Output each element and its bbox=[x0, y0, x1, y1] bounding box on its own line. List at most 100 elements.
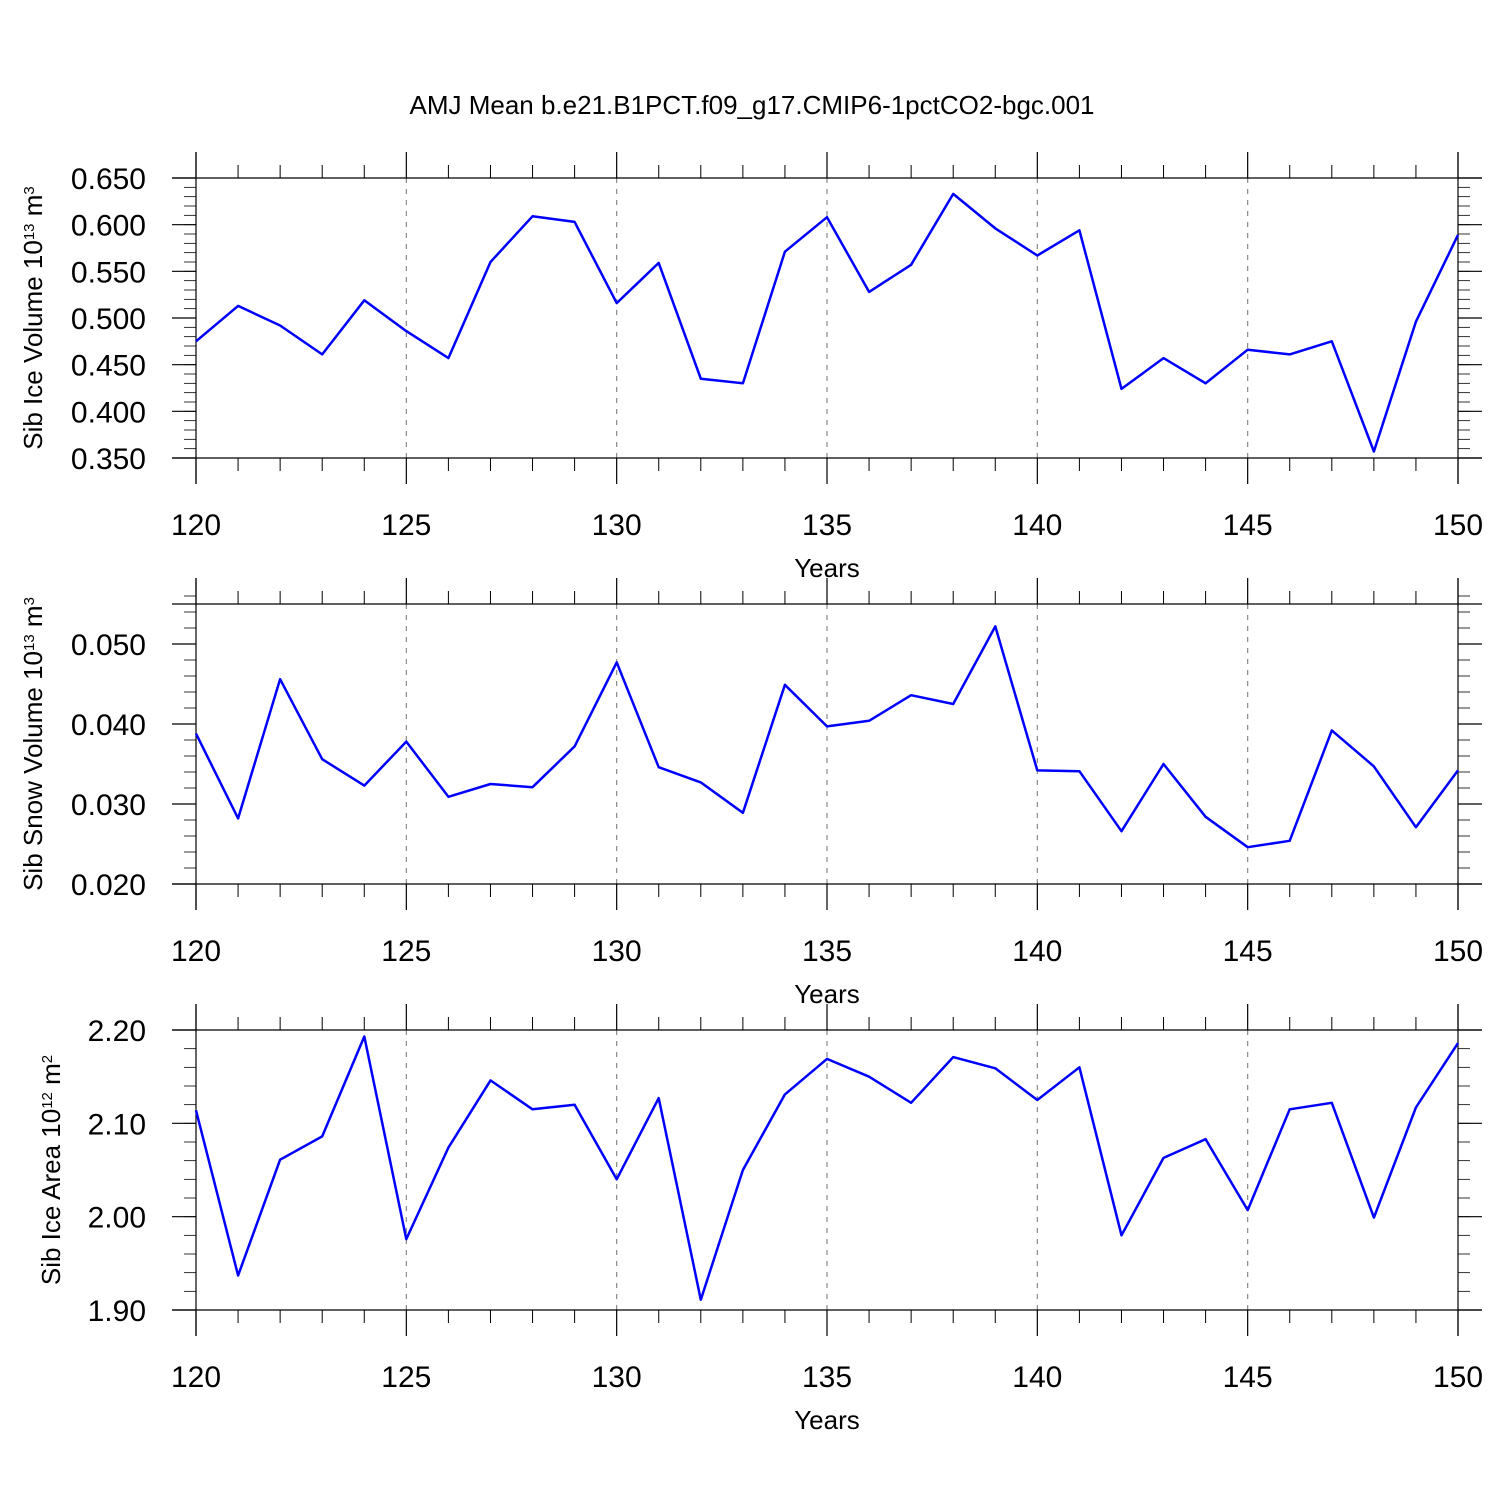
data-point bbox=[1456, 1041, 1460, 1045]
data-point bbox=[699, 780, 703, 784]
y-tick-label: 0.450 bbox=[71, 350, 146, 383]
data-point bbox=[1035, 768, 1039, 772]
x-tick-label: 140 bbox=[1012, 935, 1062, 968]
y-axis-label-part: Sib Ice Area 10 bbox=[36, 1109, 66, 1285]
data-point bbox=[194, 732, 198, 736]
data-point bbox=[951, 192, 955, 196]
data-point bbox=[867, 1075, 871, 1079]
data-point bbox=[1414, 1105, 1418, 1109]
y-axis-label: Sib Snow Volume 1013 m3 bbox=[18, 597, 48, 891]
data-point bbox=[909, 1101, 913, 1105]
y-axis-label-superscript: 12 bbox=[39, 1092, 56, 1109]
y-axis-label-superscript: 3 bbox=[21, 597, 38, 605]
data-point bbox=[783, 683, 787, 687]
y-axis-label-part: m bbox=[18, 195, 48, 224]
data-point bbox=[951, 1055, 955, 1059]
data-point bbox=[488, 260, 492, 264]
data-point bbox=[825, 215, 829, 219]
data-point bbox=[1077, 769, 1081, 773]
data-point bbox=[236, 816, 240, 820]
data-point bbox=[1077, 228, 1081, 232]
x-tick-label: 130 bbox=[592, 1361, 642, 1394]
x-tick-label: 140 bbox=[1012, 1361, 1062, 1394]
y-tick-label: 0.600 bbox=[71, 210, 146, 243]
x-tick-label: 150 bbox=[1433, 1361, 1483, 1394]
chart-title: AMJ Mean b.e21.B1PCT.f09_g17.CMIP6-1pctC… bbox=[409, 90, 1094, 120]
y-tick-label: 0.050 bbox=[71, 629, 146, 662]
data-point bbox=[194, 339, 198, 343]
data-point bbox=[236, 304, 240, 308]
data-point bbox=[1288, 1107, 1292, 1111]
y-axis-label-superscript: 13 bbox=[21, 634, 38, 651]
data-point bbox=[1414, 825, 1418, 829]
data-point bbox=[657, 1096, 661, 1100]
series-line bbox=[195, 192, 1460, 453]
data-point bbox=[1204, 1137, 1208, 1141]
panels: 0.350 0.400 0.450 0.500 0.550 0.600 0.650 120 12… bbox=[18, 152, 1483, 1435]
y-tick-label: 0.350 bbox=[71, 443, 146, 476]
x-tick-label: 145 bbox=[1223, 1361, 1273, 1394]
data-point bbox=[741, 811, 745, 815]
data-point bbox=[1456, 233, 1460, 237]
data-point bbox=[404, 740, 408, 744]
data-point bbox=[909, 263, 913, 267]
x-tick-label: 125 bbox=[381, 509, 431, 542]
y-tick-label: 0.040 bbox=[71, 709, 146, 742]
data-point bbox=[1288, 839, 1292, 843]
data-point bbox=[657, 765, 661, 769]
data-point bbox=[615, 660, 619, 664]
y-axis-label-part: Sib Ice Volume 10 bbox=[18, 240, 48, 450]
data-point bbox=[362, 784, 366, 788]
data-point bbox=[404, 329, 408, 333]
data-point bbox=[1035, 1098, 1039, 1102]
data-point bbox=[993, 226, 997, 230]
data-point bbox=[1035, 253, 1039, 257]
data-point bbox=[531, 785, 535, 789]
data-point bbox=[741, 381, 745, 385]
data-point bbox=[404, 1237, 408, 1241]
x-tick-label: 135 bbox=[802, 509, 852, 542]
data-point bbox=[825, 1057, 829, 1061]
y-axis-label: Sib Ice Volume 1013 m3 bbox=[18, 186, 48, 450]
data-point bbox=[320, 352, 324, 356]
data-point bbox=[1246, 348, 1250, 352]
x-tick-label: 150 bbox=[1433, 935, 1483, 968]
data-point bbox=[1119, 1233, 1123, 1237]
series-line bbox=[194, 1035, 1460, 1301]
x-tick-label: 130 bbox=[592, 935, 642, 968]
data-point bbox=[909, 693, 913, 697]
data-point bbox=[573, 1103, 577, 1107]
data-point bbox=[1204, 381, 1208, 385]
y-axis-label-superscript: 3 bbox=[21, 186, 38, 194]
data-point bbox=[194, 1108, 198, 1112]
y-tick-label: 0.020 bbox=[71, 869, 146, 902]
data-point bbox=[1330, 1101, 1334, 1105]
data-point bbox=[867, 290, 871, 294]
y-tick-label: 2.20 bbox=[88, 1015, 146, 1048]
chart-panel-3: 1.90 2.00 2.10 2.20 120 125 130 135 140 145 150 Yea… bbox=[36, 1004, 1483, 1435]
data-point bbox=[783, 250, 787, 254]
data-point bbox=[446, 795, 450, 799]
data-point bbox=[320, 1134, 324, 1138]
data-point bbox=[993, 1066, 997, 1070]
data-point bbox=[488, 1078, 492, 1082]
data-point bbox=[278, 323, 282, 327]
data-point bbox=[1246, 1208, 1250, 1212]
data-point bbox=[278, 1158, 282, 1162]
data-point bbox=[1119, 829, 1123, 833]
data-point bbox=[1119, 387, 1123, 391]
y-axis-label-part: m bbox=[18, 605, 48, 634]
x-tick-label: 125 bbox=[381, 1361, 431, 1394]
x-tick-label: 150 bbox=[1433, 509, 1483, 542]
data-point bbox=[1162, 356, 1166, 360]
x-tick-label: 120 bbox=[171, 509, 221, 542]
data-point bbox=[1162, 1156, 1166, 1160]
data-point bbox=[741, 1168, 745, 1172]
x-tick-label: 120 bbox=[171, 935, 221, 968]
data-point bbox=[993, 624, 997, 628]
y-tick-label: 0.500 bbox=[71, 303, 146, 336]
x-tick-label: 140 bbox=[1012, 509, 1062, 542]
series-line bbox=[194, 625, 1460, 849]
data-point bbox=[615, 301, 619, 305]
